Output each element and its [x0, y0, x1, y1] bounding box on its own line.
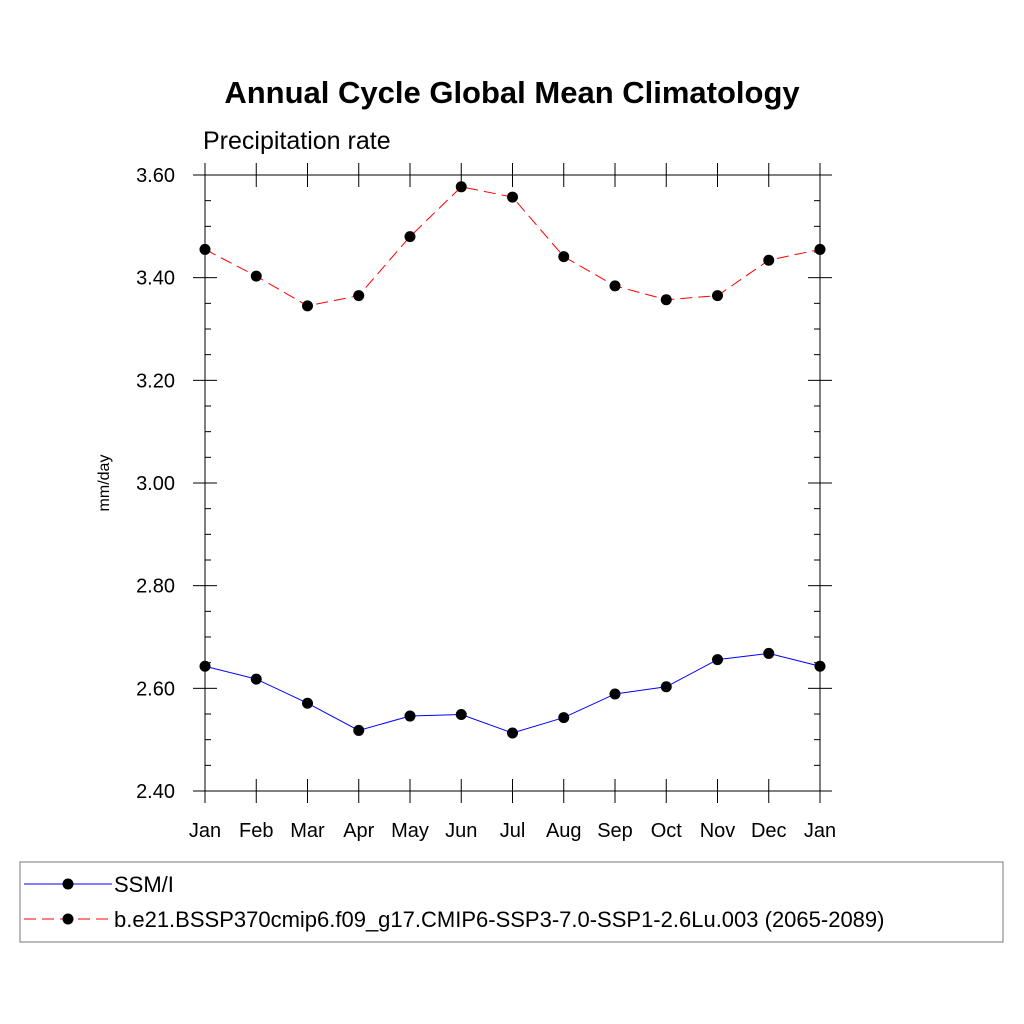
data-point: [250, 270, 262, 282]
data-point: [199, 243, 211, 255]
x-tick-label: Aug: [546, 820, 582, 842]
data-point: [712, 654, 723, 666]
chart-subtitle: Precipitation rate: [203, 127, 391, 155]
data-point: [302, 300, 313, 312]
y-tick-label: 3.40: [136, 268, 175, 290]
data-point: [660, 681, 672, 693]
x-tick-label: Jan: [804, 820, 836, 842]
legend-marker: [62, 878, 74, 890]
y-axis-label: mm/day: [96, 455, 113, 512]
data-point: [455, 709, 467, 721]
x-tick-label: Feb: [239, 820, 273, 842]
x-tick-label: Jun: [445, 820, 477, 842]
data-point: [814, 243, 826, 255]
legend: SSM/I b.e21.BSSP370cmip6.f09_g17.CMIP6-SS…: [19, 861, 1004, 943]
chart-title: Annual Cycle Global Mean Climatology: [224, 75, 800, 110]
data-point: [353, 724, 365, 736]
x-tick-label: Apr: [343, 820, 374, 842]
series-line: [204, 652, 821, 734]
legend-entry-label: b.e21.BSSP370cmip6.f09_g17.CMIP6-SSP3-7.…: [114, 907, 884, 932]
data-point: [609, 280, 621, 292]
data-point: [814, 660, 826, 672]
data-point: [353, 290, 365, 302]
x-tick-label: Sep: [597, 820, 633, 842]
data-point: [763, 647, 775, 659]
y-tick-label: 2.60: [136, 678, 175, 700]
data-point: [404, 710, 416, 722]
x-tick-label: Dec: [751, 820, 787, 842]
data-point: [507, 727, 518, 739]
data-point: [712, 290, 723, 302]
y-tick-label: 3.20: [136, 370, 175, 392]
legend-marker: [62, 913, 74, 925]
data-point: [660, 294, 672, 306]
plot-axes: 2.40 2.60 2.80 3.00 3.20 3.40 3.60 Jan Feb Mar Apr…: [136, 163, 836, 842]
legend-box: [19, 861, 1004, 943]
y-tick-label: 2.40: [136, 781, 175, 803]
series-0: [199, 647, 826, 739]
x-tick-label: Jan: [189, 820, 221, 842]
data-point: [507, 191, 518, 203]
data-point: [763, 254, 775, 266]
data-point: [199, 660, 211, 672]
data-point: [250, 673, 262, 685]
data-point: [558, 251, 570, 263]
series-layer: [199, 181, 826, 739]
x-tick-label: May: [391, 820, 429, 842]
x-tick-label: Jul: [500, 820, 526, 842]
legend-entry-label: SSM/I: [114, 872, 174, 897]
data-point: [455, 181, 467, 193]
data-point: [302, 697, 313, 709]
data-point: [558, 712, 570, 724]
series-1: [199, 181, 826, 312]
data-point: [609, 688, 621, 700]
x-tick-label: Nov: [700, 820, 736, 842]
data-point: [404, 231, 416, 243]
y-tick-label: 3.60: [136, 165, 175, 187]
x-tick-label: Mar: [290, 820, 325, 842]
x-tick-label: Oct: [651, 820, 683, 842]
series-line: [204, 186, 821, 307]
y-tick-label: 2.80: [136, 576, 175, 598]
y-tick-label: 3.00: [136, 473, 175, 495]
